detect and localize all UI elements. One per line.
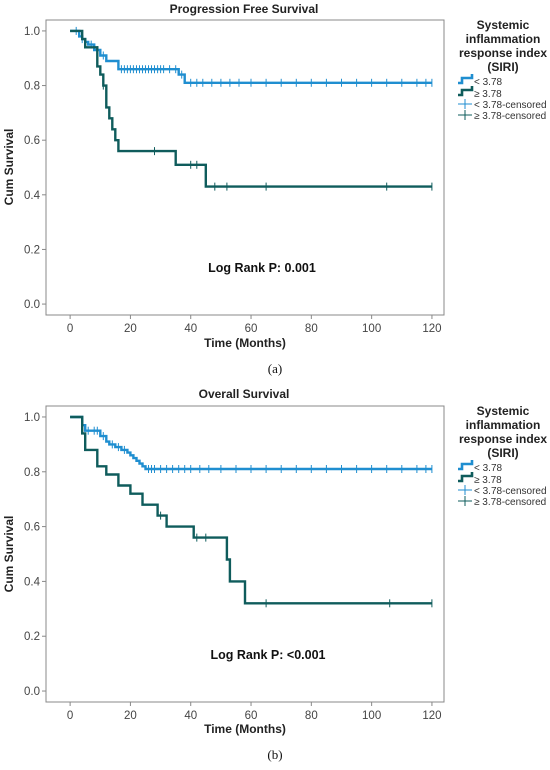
legend-entry-high-censored: ≥ 3.78-censored xyxy=(474,497,546,508)
chart-title: Progression Free Survival xyxy=(170,2,319,16)
y-axis-label: Cum Survival xyxy=(2,129,16,206)
y-tick-label: 0.8 xyxy=(24,81,40,93)
x-tick-label: 100 xyxy=(362,323,381,335)
legend-entry-low: < 3.78 xyxy=(474,77,503,88)
chart-title: Overall Survival xyxy=(199,387,290,401)
x-tick-label: 80 xyxy=(305,710,318,722)
y-axis-label: Cum Survival xyxy=(2,516,16,593)
legend-entry-high: ≥ 3.78 xyxy=(474,475,502,486)
legend-title-line: inflammation xyxy=(466,32,541,46)
x-tick-label: 40 xyxy=(184,710,197,722)
legend-entry-low-censored: < 3.78-censored xyxy=(474,486,547,497)
plot-frame xyxy=(45,19,445,316)
legend-entry-low: < 3.78 xyxy=(474,463,503,474)
x-tick-label: 0 xyxy=(67,710,73,722)
panel-label: (b) xyxy=(267,747,282,762)
legend-title-line: Systemic xyxy=(477,404,530,418)
legend-entry-high: ≥ 3.78 xyxy=(474,89,502,100)
x-axis-ticks: 0 20 40 60 80 100 120 xyxy=(67,315,442,335)
y-tick-label: 0.0 xyxy=(24,299,40,311)
y-tick-label: 0.4 xyxy=(24,576,41,588)
x-axis-label: Time (Months) xyxy=(204,336,286,350)
y-tick-label: 0.8 xyxy=(24,467,40,479)
x-tick-label: 0 xyxy=(67,323,73,335)
legend-title-line: response index xyxy=(459,432,547,446)
x-tick-label: 80 xyxy=(305,323,318,335)
legend-censor-high xyxy=(458,110,472,120)
y-axis-ticks: 0.0 0.2 0.4 0.6 0.8 1.0 xyxy=(24,26,46,311)
x-tick-label: 60 xyxy=(245,323,258,335)
panel-progression-free-survival: Progression Free Survival 0.00.20.40.60.… xyxy=(2,2,547,376)
x-tick-label: 40 xyxy=(184,323,197,335)
legend-censor-low xyxy=(458,99,472,109)
legend-censor-high xyxy=(458,496,472,506)
y-tick-label: 1.0 xyxy=(24,26,40,38)
km-line-low xyxy=(70,415,432,471)
legend-title-line: (SIRI) xyxy=(487,60,518,74)
x-tick-label: 120 xyxy=(422,710,441,722)
panel-label: (a) xyxy=(268,361,282,376)
x-tick-label: 60 xyxy=(245,710,258,722)
x-tick-label: 20 xyxy=(124,323,137,335)
legend: Systemic inflammation response index (SI… xyxy=(458,18,547,122)
legend-entry-low-censored: < 3.78-censored xyxy=(474,100,547,111)
log-rank-annotation: Log Rank P: <0.001 xyxy=(211,648,326,662)
x-tick-label: 100 xyxy=(362,710,381,722)
panel-overall-survival: Overall Survival 0.0 0.2 0.4 0.6 0.8 1.0 0 20 4… xyxy=(2,387,547,762)
legend-title-line: response index xyxy=(459,46,547,60)
km-line-high xyxy=(70,29,432,188)
legend-title-line: Systemic xyxy=(477,18,530,32)
x-axis-label: Time (Months) xyxy=(204,722,286,736)
y-tick-label: 0.0 xyxy=(24,686,40,698)
legend-title-line: (SIRI) xyxy=(487,446,518,460)
legend-censor-low xyxy=(458,485,472,495)
legend-swatch-low xyxy=(458,460,474,471)
legend-swatch-low xyxy=(458,74,474,85)
legend-swatch-high xyxy=(458,472,474,483)
legend: Systemic inflammation response index (SI… xyxy=(458,404,547,508)
km-line-low xyxy=(70,29,432,84)
y-tick-label: 0.6 xyxy=(24,135,40,147)
km-line-high xyxy=(70,415,432,605)
y-tick-label: 0.2 xyxy=(24,244,40,256)
legend-swatch-high xyxy=(458,86,474,97)
y-axis-ticks: 0.0 0.2 0.4 0.6 0.8 1.0 xyxy=(24,412,46,698)
log-rank-annotation: Log Rank P: 0.001 xyxy=(208,261,316,275)
x-axis-ticks: 0 20 40 60 80 100 120 xyxy=(67,702,442,722)
plot-frame xyxy=(45,405,445,703)
x-tick-label: 20 xyxy=(124,710,137,722)
x-tick-label: 120 xyxy=(422,323,441,335)
y-tick-label: 0.4 xyxy=(24,190,41,202)
series-layer xyxy=(70,26,433,191)
y-tick-label: 0.2 xyxy=(24,631,40,643)
legend-title-line: inflammation xyxy=(466,418,541,432)
legend-entry-high-censored: ≥ 3.78-censored xyxy=(474,111,546,122)
y-tick-label: 1.0 xyxy=(24,412,40,424)
series-layer xyxy=(70,415,433,608)
y-tick-label: 0.6 xyxy=(24,522,40,534)
